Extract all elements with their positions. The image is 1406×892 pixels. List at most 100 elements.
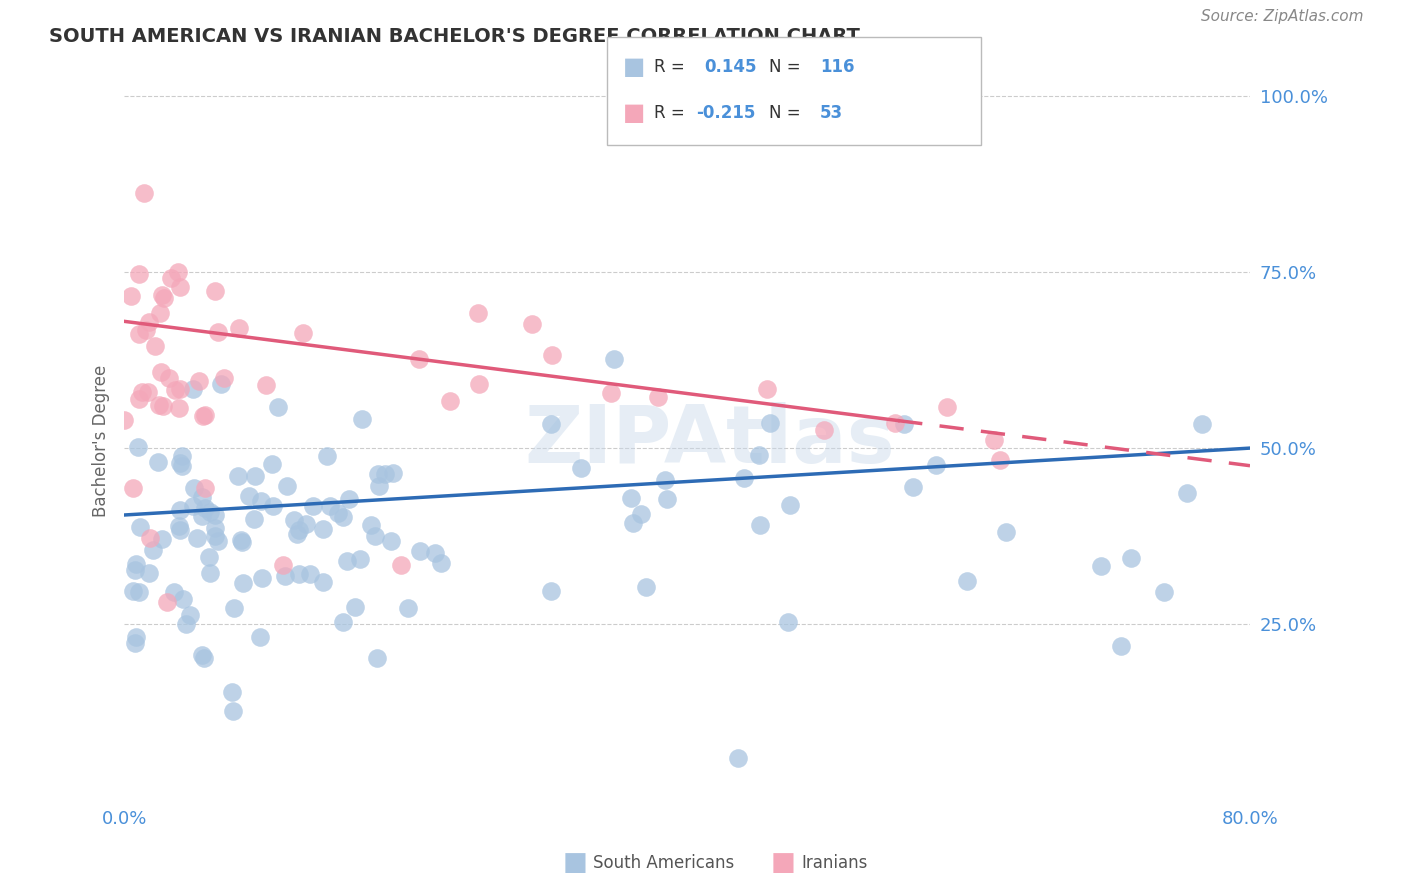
Point — [1191, 417, 1213, 432]
Point — [128, 392, 150, 406]
Point — [893, 417, 915, 432]
Point — [779, 498, 801, 512]
Point — [267, 400, 290, 414]
Point — [136, 385, 159, 400]
Point — [319, 500, 342, 514]
Point — [169, 383, 191, 397]
Point — [621, 516, 644, 530]
Point — [131, 384, 153, 399]
Text: -0.215: -0.215 — [696, 104, 755, 122]
Text: N =: N = — [769, 58, 806, 76]
Text: 116: 116 — [820, 58, 855, 76]
Point — [285, 527, 308, 541]
Point — [1153, 585, 1175, 599]
Point — [148, 398, 170, 412]
Point — [222, 704, 245, 718]
Point — [367, 479, 389, 493]
Point — [191, 409, 214, 424]
Point — [172, 592, 194, 607]
Point — [273, 558, 295, 572]
Point — [994, 525, 1017, 540]
Text: South Americans: South Americans — [593, 855, 734, 872]
Point — [312, 575, 335, 590]
Point — [1109, 640, 1132, 654]
Point — [198, 550, 221, 565]
Point — [142, 543, 165, 558]
Point — [186, 531, 208, 545]
Point — [114, 413, 136, 427]
Point — [600, 386, 623, 401]
Point — [170, 459, 193, 474]
Point — [209, 377, 232, 392]
Point — [520, 317, 543, 331]
Point — [409, 544, 432, 558]
Point — [207, 534, 229, 549]
Point — [181, 382, 204, 396]
Point — [540, 583, 562, 598]
Point — [150, 365, 173, 379]
Point — [153, 291, 176, 305]
Point — [1175, 486, 1198, 500]
Text: R =: R = — [654, 58, 690, 76]
Point — [298, 566, 321, 581]
Text: ■: ■ — [770, 850, 796, 877]
Point — [1119, 551, 1142, 566]
Point — [423, 546, 446, 560]
Point — [254, 378, 277, 392]
Point — [169, 280, 191, 294]
Text: 0.145: 0.145 — [704, 58, 756, 76]
Point — [274, 569, 297, 583]
Point — [169, 503, 191, 517]
Point — [366, 650, 388, 665]
Point — [128, 268, 150, 282]
Point — [143, 339, 166, 353]
Text: ZIPAtlas: ZIPAtlas — [524, 402, 896, 480]
Point — [749, 517, 772, 532]
Point — [382, 466, 405, 480]
Point — [408, 352, 430, 367]
Point — [149, 306, 172, 320]
Point — [193, 650, 215, 665]
Point — [191, 648, 214, 662]
Point — [336, 554, 359, 568]
Point — [228, 320, 250, 334]
Point — [166, 265, 188, 279]
Point — [778, 615, 800, 629]
Point — [439, 394, 461, 409]
Point — [138, 314, 160, 328]
Point — [541, 348, 564, 362]
Text: Iranians: Iranians — [801, 855, 868, 872]
Point — [935, 400, 957, 414]
Text: R =: R = — [654, 104, 690, 122]
Point — [988, 452, 1011, 467]
Point — [430, 557, 453, 571]
Point — [183, 481, 205, 495]
Point — [467, 306, 489, 320]
Point — [654, 473, 676, 487]
Point — [198, 566, 221, 580]
Point — [349, 551, 371, 566]
Point — [758, 417, 780, 431]
Point — [337, 491, 360, 506]
Point — [396, 600, 419, 615]
Point — [132, 186, 155, 200]
Point — [374, 467, 396, 481]
Text: Source: ZipAtlas.com: Source: ZipAtlas.com — [1201, 9, 1364, 24]
Point — [124, 636, 146, 650]
Point — [191, 508, 214, 523]
Point — [121, 584, 143, 599]
Point — [231, 534, 253, 549]
Point — [152, 399, 174, 413]
Point — [169, 523, 191, 537]
Point — [983, 433, 1005, 447]
Point — [167, 401, 190, 416]
Point — [157, 371, 180, 385]
Point — [163, 383, 186, 397]
Point — [312, 522, 335, 536]
Text: ■: ■ — [623, 102, 645, 125]
Point — [169, 456, 191, 470]
Point — [260, 457, 283, 471]
Point — [150, 288, 173, 302]
Point — [630, 507, 652, 521]
Point — [128, 326, 150, 341]
